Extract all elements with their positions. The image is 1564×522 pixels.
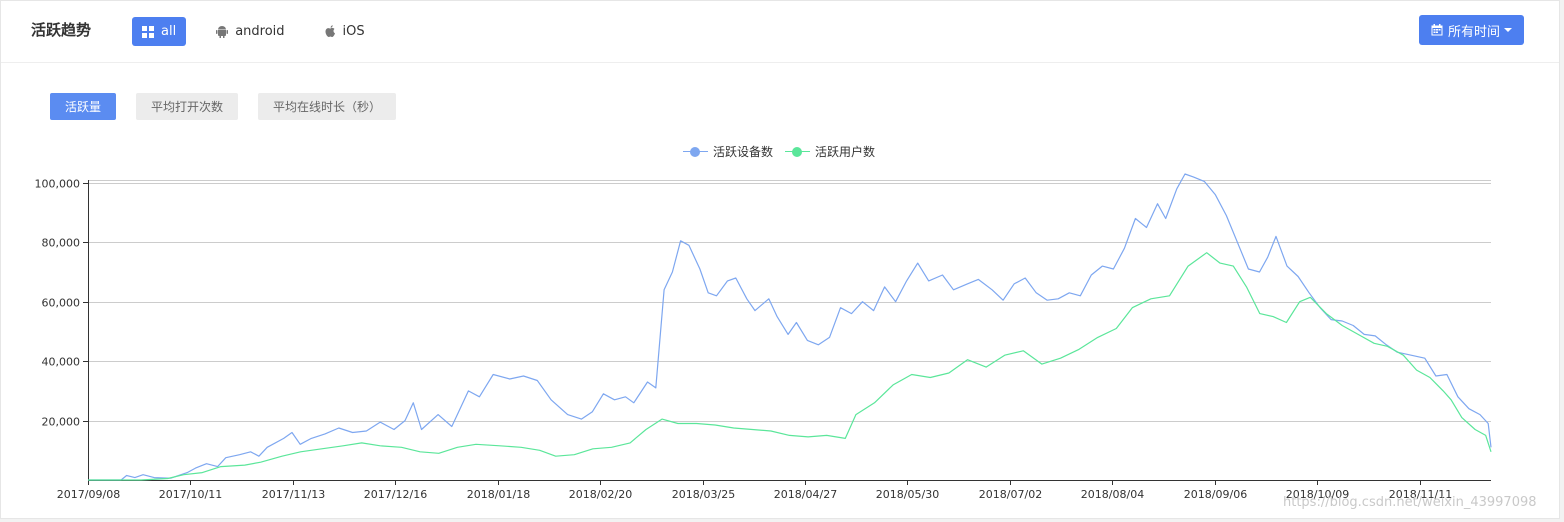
x-tick-label: 2018/07/02 bbox=[979, 488, 1042, 501]
legend-marker bbox=[785, 145, 811, 159]
time-range-dropdown[interactable]: 所有时间 bbox=[1419, 15, 1524, 45]
x-tick-label: 2017/10/11 bbox=[159, 488, 222, 501]
metric-tabs: 活跃量 平均打开次数 平均在线时长（秒） bbox=[50, 93, 416, 120]
y-tick-label: 20,000 bbox=[42, 416, 81, 429]
legend-label: 活跃用户数 bbox=[815, 145, 876, 159]
y-tick-label: 60,000 bbox=[42, 297, 81, 310]
y-tick-label: 100,000 bbox=[35, 178, 81, 191]
x-tick-label: 2018/05/30 bbox=[876, 488, 939, 501]
panel-title: 活跃趋势 bbox=[31, 21, 92, 39]
watermark: https://blog.csdn.net/weixin_43997098 bbox=[1283, 495, 1537, 510]
x-tick-label: 2017/12/16 bbox=[364, 488, 427, 501]
series-line-0 bbox=[88, 173, 1492, 481]
platform-tabs: all android iOS bbox=[132, 17, 395, 46]
tab-active-volume[interactable]: 活跃量 bbox=[50, 93, 117, 120]
legend-marker bbox=[683, 145, 708, 159]
x-tick-label: 2017/11/13 bbox=[262, 488, 325, 501]
x-tick-label: 2017/09/08 bbox=[57, 488, 120, 501]
tab-avg-opens[interactable]: 平均打开次数 bbox=[136, 93, 239, 120]
chart-legend: 活跃设备数 活跃用户数 bbox=[683, 143, 887, 160]
android-icon bbox=[216, 25, 229, 38]
calendar-icon bbox=[1431, 24, 1443, 36]
legend-item-devices[interactable]: 活跃设备数 bbox=[683, 143, 773, 160]
apple-icon bbox=[325, 25, 336, 38]
tab-avg-online-duration[interactable]: 平均在线时长（秒） bbox=[258, 93, 397, 120]
x-tick-label: 2018/03/25 bbox=[672, 488, 735, 501]
tab-ios-label: iOS bbox=[342, 24, 365, 39]
y-tick-label: 40,000 bbox=[42, 356, 81, 369]
x-tick-label: 2018/08/04 bbox=[1081, 488, 1144, 501]
tab-all[interactable]: all bbox=[132, 17, 187, 46]
tab-android-label: android bbox=[235, 24, 285, 39]
panel-header: 活跃趋势 all android iOS bbox=[1, 1, 1559, 63]
legend-item-users[interactable]: 活跃用户数 bbox=[785, 143, 875, 160]
grid-icon bbox=[142, 25, 154, 38]
x-tick-label: 2018/01/18 bbox=[467, 488, 530, 501]
x-tick-label: 2018/04/27 bbox=[774, 488, 837, 501]
caret-down-icon bbox=[1504, 28, 1512, 32]
legend-label: 活跃设备数 bbox=[713, 145, 774, 159]
x-tick-label: 2018/02/20 bbox=[569, 488, 632, 501]
x-tick-label: 2018/10/09 bbox=[1286, 488, 1349, 501]
x-tick-label: 2018/11/11 bbox=[1389, 488, 1452, 501]
series-line-1 bbox=[88, 252, 1492, 481]
tab-ios[interactable]: iOS bbox=[315, 17, 375, 46]
tab-android[interactable]: android bbox=[206, 17, 294, 46]
tab-all-label: all bbox=[161, 24, 177, 39]
x-tick-label: 2018/09/06 bbox=[1184, 488, 1247, 501]
y-tick-label: 80,000 bbox=[42, 237, 81, 250]
time-range-label: 所有时间 bbox=[1447, 24, 1500, 40]
